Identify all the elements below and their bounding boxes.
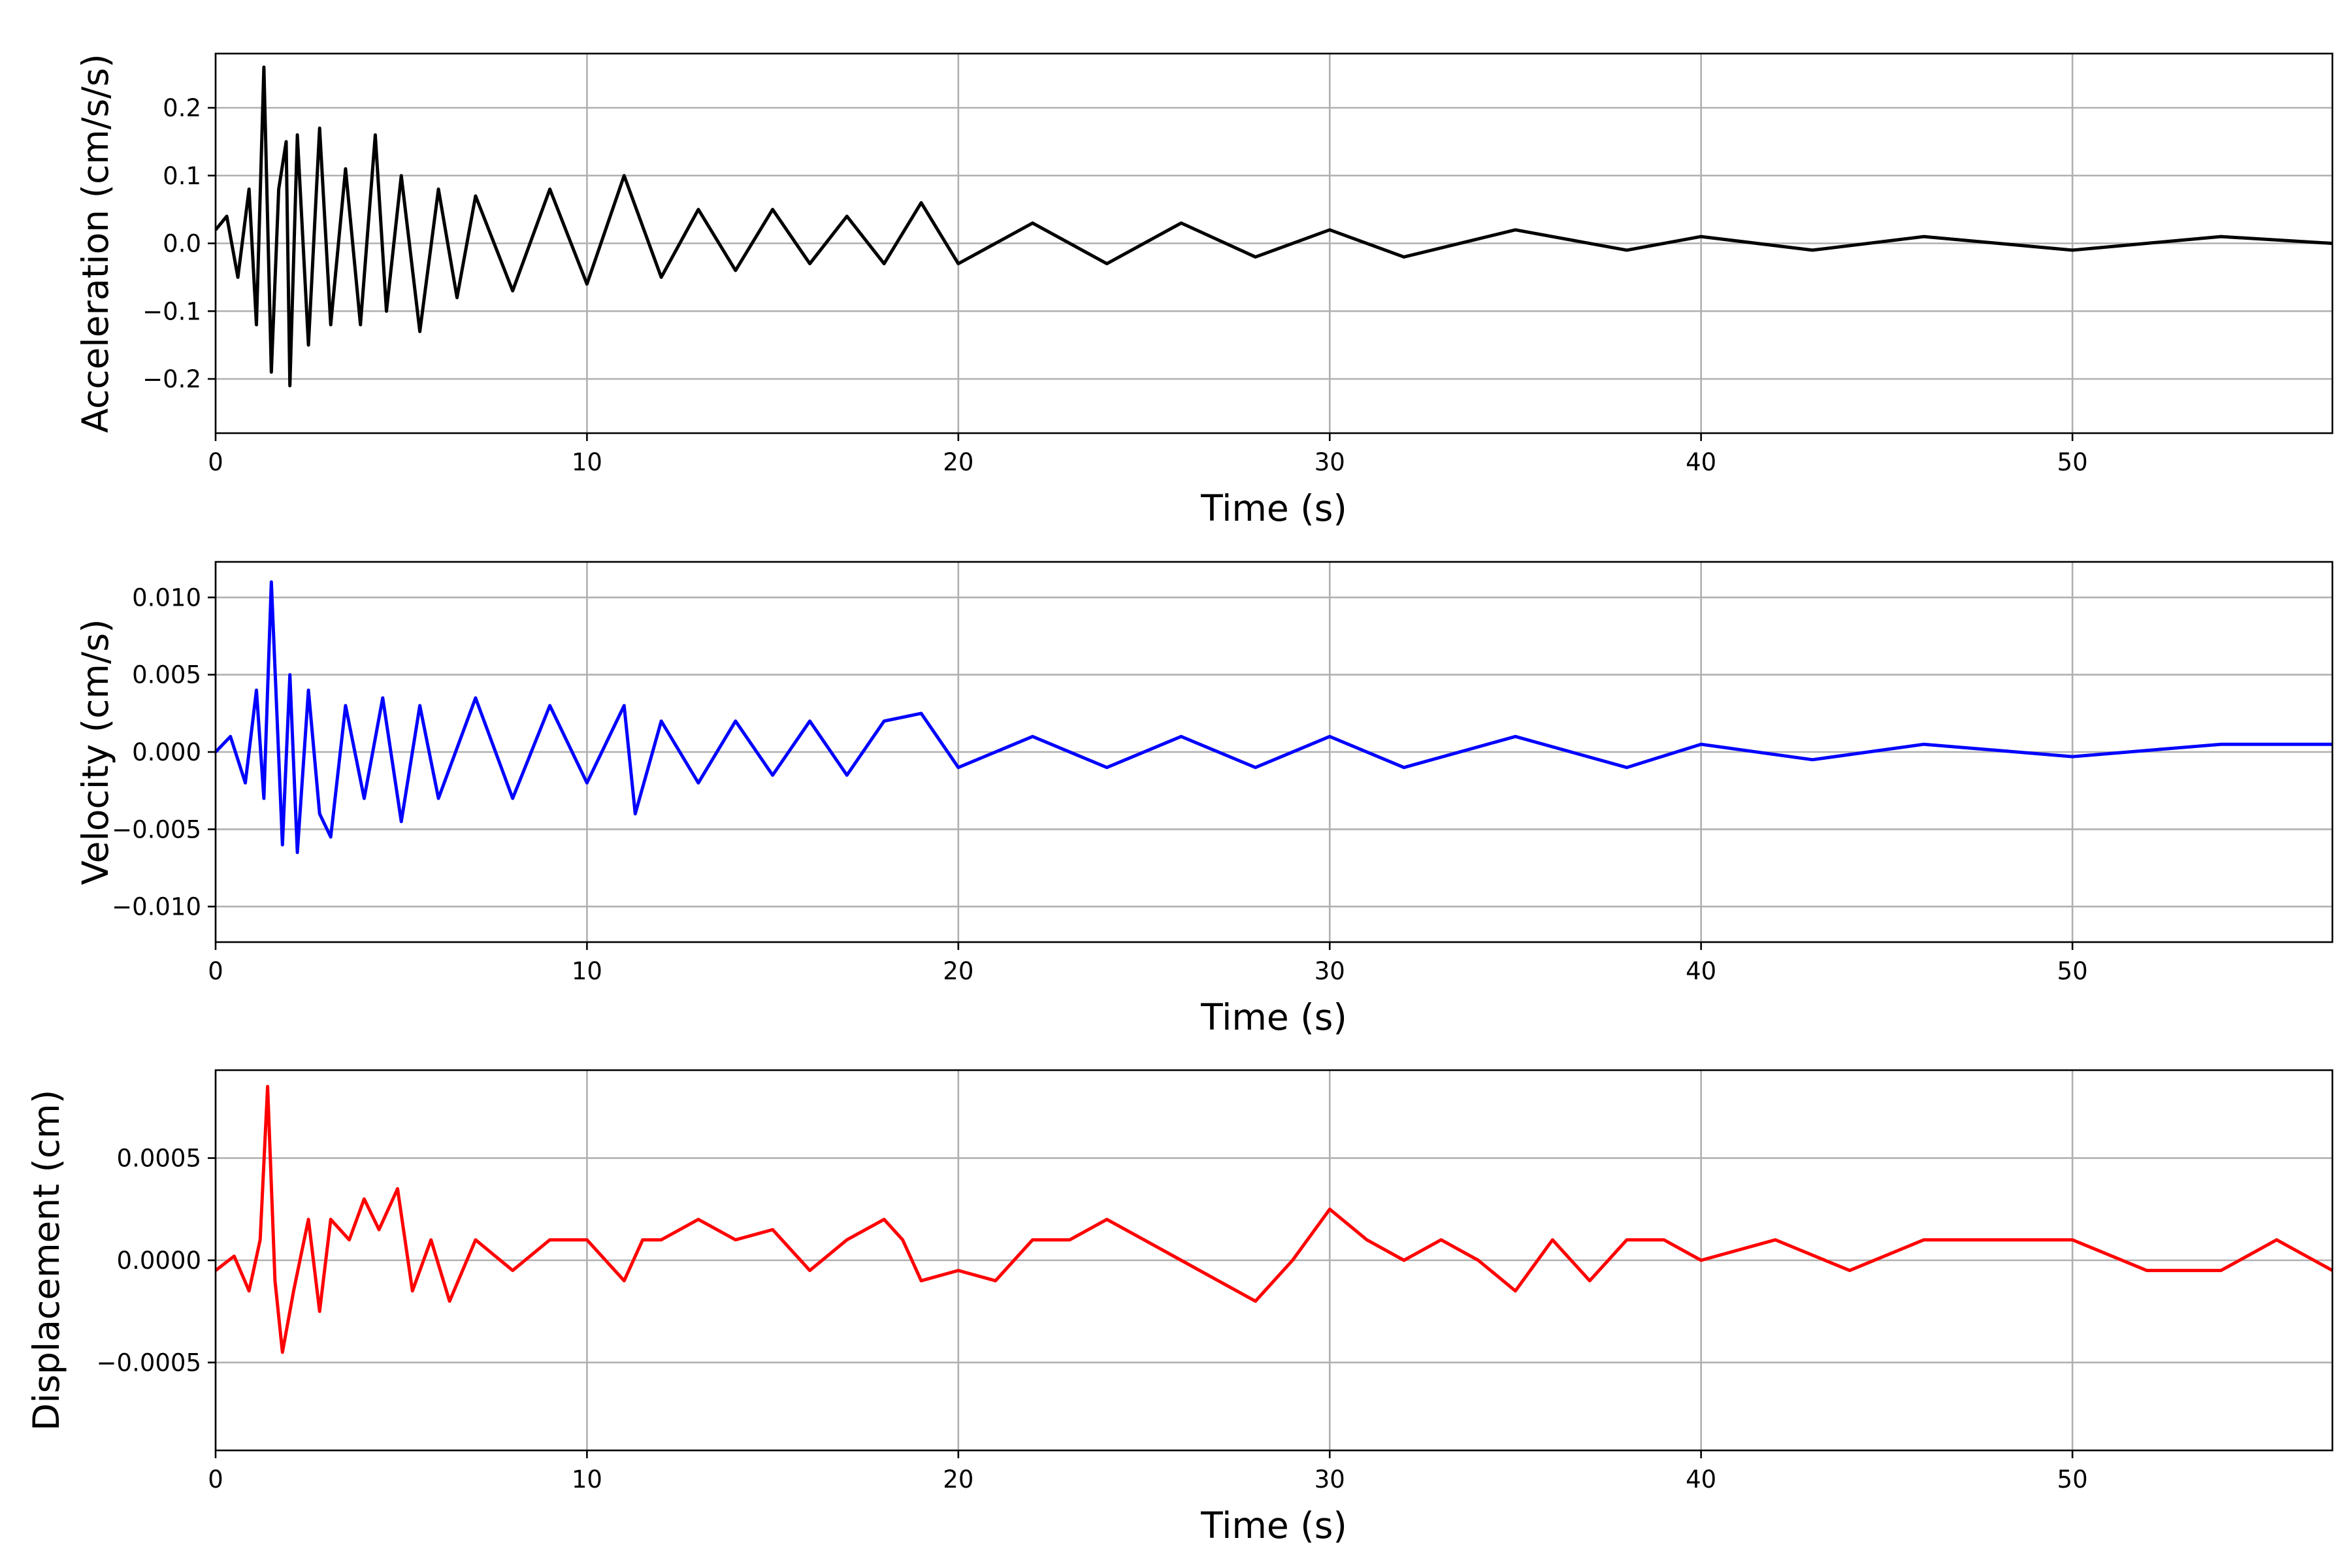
velocity-y-tick-label: −0.005 — [112, 815, 201, 843]
displacement-x-tick-label: 0 — [208, 1465, 223, 1494]
displacement-series-line — [214, 1085, 2334, 1354]
velocity-y-axis-title: Velocity (cm/s) — [74, 619, 116, 885]
velocity-x-axis-title: Time (s) — [1200, 996, 1347, 1038]
displacement-y-tick-label: 0.0000 — [117, 1247, 201, 1275]
velocity-y-tick-label: 0.010 — [132, 583, 201, 612]
displacement-panel: 0 10 20 30 40 50 −0.0005 0.0000 0.0005 Time (s) Di… — [25, 1069, 2334, 1546]
velocity-x-tick-label: 30 — [1315, 957, 1345, 985]
acceleration-series-line — [214, 65, 2333, 387]
displacement-x-tick-label: 50 — [2057, 1465, 2088, 1494]
velocity-x-tick-label: 0 — [208, 957, 223, 985]
velocity-y-tick-label: 0.000 — [132, 738, 201, 766]
acceleration-y-tick-label: −0.2 — [142, 365, 201, 393]
velocity-x-tick-label: 50 — [2057, 957, 2088, 985]
velocity-x-tick-label: 20 — [943, 957, 973, 985]
acceleration-y-axis-title: Acceleration (cm/s/s) — [74, 54, 116, 433]
velocity-panel: 0 10 20 30 40 50 −0.010 −0.005 0.000 0.005 0.010 Ti… — [74, 561, 2334, 1038]
displacement-x-tick-label: 20 — [943, 1465, 973, 1494]
acceleration-y-tick-label: 0.2 — [163, 94, 201, 122]
velocity-series-line — [214, 580, 2332, 855]
displacement-y-tick-label: 0.0005 — [117, 1145, 201, 1173]
velocity-x-tick-label: 10 — [572, 957, 602, 985]
displacement-x-axis-title: Time (s) — [1200, 1505, 1347, 1546]
displacement-y-tick-label: −0.0005 — [97, 1348, 201, 1377]
displacement-y-axis-title: Displacement (cm) — [25, 1090, 67, 1431]
displacement-x-tick-label: 10 — [572, 1465, 602, 1494]
acceleration-x-tick-label: 10 — [572, 448, 602, 476]
velocity-y-tick-label: −0.010 — [112, 893, 201, 921]
velocity-y-tick-label: 0.005 — [132, 661, 201, 689]
velocity-x-tick-label: 40 — [1686, 957, 1716, 985]
acceleration-y-tick-label: 0.1 — [163, 162, 201, 190]
acceleration-y-tick-label: 0.0 — [163, 230, 201, 258]
acceleration-y-tick-label: −0.1 — [142, 297, 201, 325]
acceleration-x-tick-label: 40 — [1686, 448, 1716, 476]
acceleration-x-tick-label: 30 — [1315, 448, 1345, 476]
acceleration-x-axis-title: Time (s) — [1200, 487, 1347, 529]
displacement-x-tick-label: 30 — [1315, 1465, 1345, 1494]
acceleration-x-tick-label: 0 — [208, 448, 223, 476]
displacement-x-tick-label: 40 — [1686, 1465, 1716, 1494]
acceleration-x-tick-label: 50 — [2057, 448, 2088, 476]
acceleration-panel: 0 10 20 30 40 50 −0.2 −0.1 0.0 0.1 0.2 Time (s) Acce… — [74, 52, 2334, 529]
acceleration-x-tick-label: 20 — [943, 448, 973, 476]
